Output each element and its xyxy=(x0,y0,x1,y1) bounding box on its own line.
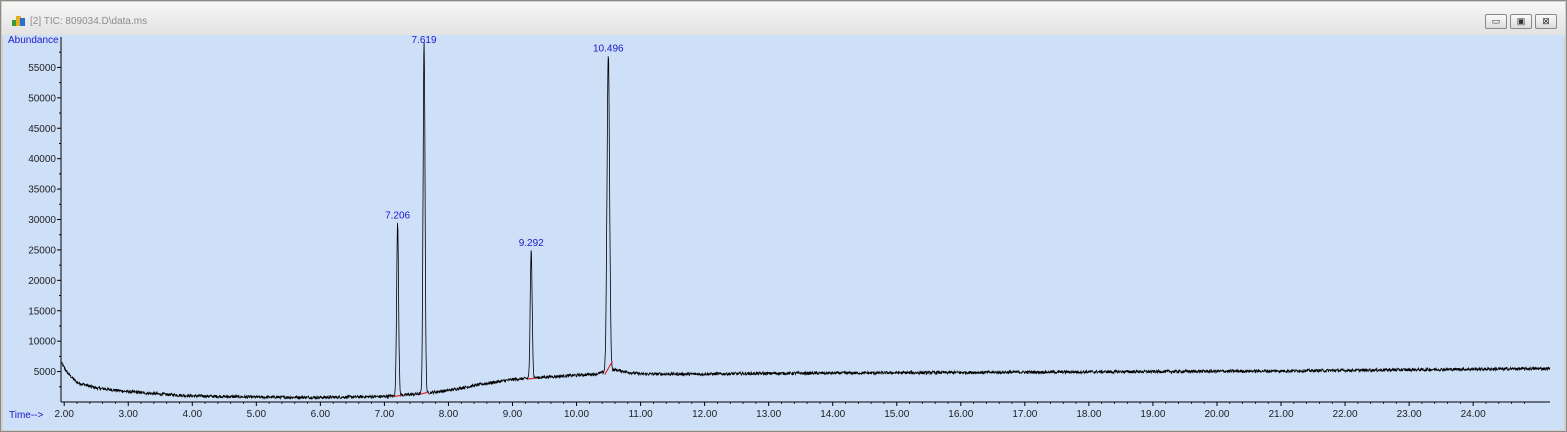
chromatogram-chart: 5000 10000 15000 20000 25000 30000 35000 40000 4… xyxy=(8,35,1551,421)
x-tick-label: 4.00 xyxy=(183,409,203,420)
x-tick-label: 22.00 xyxy=(1333,409,1358,420)
x-tick-label: 17.00 xyxy=(1012,409,1037,420)
x-tick-label: 5.00 xyxy=(247,409,267,420)
x-tick-label: 6.00 xyxy=(311,409,331,420)
peak-label: 9.292 xyxy=(519,238,544,249)
plot-area[interactable]: 5000 10000 15000 20000 25000 30000 35000 40000 4… xyxy=(3,35,1564,430)
peak-labels: 7.206 7.619 9.292 10.496 xyxy=(385,35,624,249)
minimize-button[interactable]: ▭ xyxy=(1485,14,1507,29)
x-tick-label: 11.00 xyxy=(628,409,653,420)
x-tick-label: 21.00 xyxy=(1269,409,1294,420)
x-tick-label: 7.00 xyxy=(375,409,395,420)
chart-axes: 5000 10000 15000 20000 25000 30000 35000 40000 4… xyxy=(28,37,1550,420)
x-tick-label: 10.00 xyxy=(564,409,589,420)
trace-layer xyxy=(60,42,1551,401)
x-axis-title: Time--> xyxy=(9,410,44,421)
x-tick-label: 19.00 xyxy=(1140,409,1165,420)
x-tick-label: 20.00 xyxy=(1204,409,1229,420)
y-tick-label: 55000 xyxy=(28,63,56,74)
x-tick-label: 24.00 xyxy=(1461,409,1486,420)
window-controls: ▭ ▣ ⊠ xyxy=(1485,14,1557,29)
y-tick-label: 20000 xyxy=(28,276,56,287)
y-tick-label: 35000 xyxy=(28,185,56,196)
x-tick-label: 14.00 xyxy=(820,409,845,420)
x-tick-label: 8.00 xyxy=(439,409,459,420)
integration-baseline xyxy=(527,377,536,380)
x-tick-label: 13.00 xyxy=(756,409,781,420)
integration-marks xyxy=(393,360,613,398)
y-tick-label: 40000 xyxy=(28,154,56,165)
y-tick-label: 45000 xyxy=(28,124,56,135)
x-tick-label: 2.00 xyxy=(54,409,74,420)
x-tick-label: 23.00 xyxy=(1397,409,1422,420)
x-tick-label: 16.00 xyxy=(948,409,973,420)
peak-label: 7.619 xyxy=(412,35,437,46)
y-tick-label: 30000 xyxy=(28,215,56,226)
y-tick-label: 5000 xyxy=(34,367,57,378)
x-tick-label: 3.00 xyxy=(119,409,139,420)
y-tick-label: 10000 xyxy=(28,337,56,348)
x-tick-label: 12.00 xyxy=(692,409,717,420)
chromatogram-app-icon xyxy=(12,16,25,26)
integration-baseline xyxy=(420,391,429,395)
window-titlebar[interactable]: [2] TIC: 809034.D\data.ms ▭ ▣ ⊠ xyxy=(2,2,1565,36)
y-tick-label: 25000 xyxy=(28,245,56,256)
peak-label: 10.496 xyxy=(593,43,624,54)
x-tick-label: 9.00 xyxy=(503,409,523,420)
window-title: [2] TIC: 809034.D\data.ms xyxy=(30,16,148,27)
peak-label: 7.206 xyxy=(385,211,410,222)
restore-button[interactable]: ▣ xyxy=(1510,14,1532,29)
y-tick-label: 50000 xyxy=(28,93,56,104)
integration-baseline xyxy=(604,360,613,375)
y-axis-title: Abundance xyxy=(8,35,59,46)
tic-trace xyxy=(60,42,1551,401)
x-tick-label: 18.00 xyxy=(1076,409,1101,420)
x-tick-label: 15.00 xyxy=(884,409,909,420)
y-tick-label: 15000 xyxy=(28,306,56,317)
close-button[interactable]: ⊠ xyxy=(1535,14,1557,29)
integration-baseline xyxy=(393,394,402,398)
